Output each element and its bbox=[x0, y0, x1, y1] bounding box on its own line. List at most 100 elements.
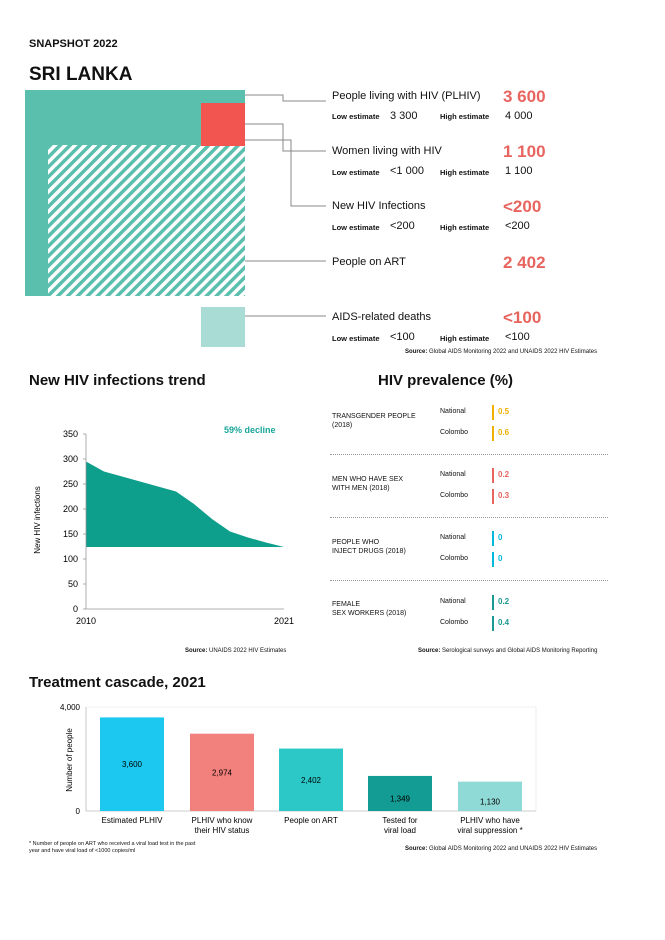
plhiv-low-value: 3 300 bbox=[390, 110, 418, 122]
new-high-value: <200 bbox=[505, 220, 530, 232]
art-hatched-square bbox=[48, 145, 245, 296]
women-low-label: Low estimate bbox=[332, 168, 380, 177]
country-title: SRI LANKA bbox=[29, 64, 133, 85]
trend-xtick-end: 2021 bbox=[274, 616, 294, 626]
deaths-low-label: Low estimate bbox=[332, 334, 380, 343]
women-label: Women living with HIV bbox=[332, 145, 442, 157]
deaths-value: <100 bbox=[503, 308, 542, 327]
plhiv-low-label: Low estimate bbox=[332, 112, 380, 121]
women-low-value: <1 000 bbox=[390, 165, 424, 177]
prevalence-national-label: National bbox=[440, 408, 466, 415]
prevalence-bar-national bbox=[492, 595, 494, 610]
cascade-category-label: PLHIV who know bbox=[192, 816, 253, 825]
prevalence-separator bbox=[330, 517, 608, 518]
women-high-label: High estimate bbox=[440, 168, 490, 177]
cascade-title: Treatment cascade, 2021 bbox=[29, 674, 206, 691]
prevalence-bar-national bbox=[492, 405, 494, 420]
prevalence-category-line1: MEN WHO HAVE SEX bbox=[332, 476, 404, 483]
prevalence-separator bbox=[330, 580, 608, 581]
prevalence-colombo-label: Colombo bbox=[440, 555, 469, 562]
cascade-bar bbox=[368, 775, 432, 811]
prevalence-bar-national bbox=[492, 468, 494, 483]
plhiv-high-label: High estimate bbox=[440, 112, 490, 121]
plhiv-label: People living with HIV (PLHIV) bbox=[332, 90, 481, 102]
art-value: 2 402 bbox=[503, 253, 546, 272]
cascade-source: Source: Global AIDS Monitoring 2022 and … bbox=[405, 846, 598, 852]
prevalence-bar-colombo bbox=[492, 552, 494, 567]
deaths-low-value: <100 bbox=[390, 331, 415, 343]
prevalence-national-value: 0.5 bbox=[498, 407, 510, 416]
new-low-label: Low estimate bbox=[332, 223, 380, 232]
trend-ytick-label: 100 bbox=[63, 554, 78, 564]
prevalence-bar-colombo bbox=[492, 489, 494, 504]
cascade-bar-value-label: 1,349 bbox=[390, 794, 411, 803]
trend-decline-annotation: 59% decline bbox=[224, 425, 276, 435]
cascade-ytick-max: 4,000 bbox=[60, 703, 81, 712]
cascade-ytick-zero: 0 bbox=[76, 807, 81, 816]
prevalence-colombo-value: 0.4 bbox=[498, 618, 510, 627]
plhiv-value: 3 600 bbox=[503, 87, 546, 106]
prevalence-national-value: 0.2 bbox=[498, 597, 510, 606]
cascade-bar bbox=[458, 781, 522, 811]
prevalence-national-label: National bbox=[440, 534, 466, 541]
trend-ytick-label: 300 bbox=[63, 454, 78, 464]
prevalence-bar-national bbox=[492, 531, 494, 546]
new-low-value: <200 bbox=[390, 220, 415, 232]
trend-title: New HIV infections trend bbox=[29, 372, 206, 389]
new-value: <200 bbox=[503, 197, 542, 216]
prevalence-title: HIV prevalence (%) bbox=[378, 372, 514, 389]
cascade-bar-value-label: 1,130 bbox=[480, 797, 501, 806]
trend-xtick-start: 2010 bbox=[76, 616, 96, 626]
prevalence-category-line2: INJECT DRUGS (2018) bbox=[332, 548, 406, 555]
deaths-high-value: <100 bbox=[505, 331, 530, 343]
cascade-footnote: * Number of people on ART who received a… bbox=[29, 841, 196, 854]
cascade-bar bbox=[100, 717, 164, 811]
prevalence-category-line2: SEX WORKERS (2018) bbox=[332, 610, 407, 617]
trend-ytick-label: 50 bbox=[68, 579, 78, 589]
prevalence-source: Source: Serological surveys and Global A… bbox=[418, 648, 598, 654]
prevalence-category-line2: WITH MEN (2018) bbox=[332, 485, 390, 492]
plhiv-high-value: 4 000 bbox=[505, 110, 533, 122]
prevalence-separator bbox=[330, 454, 608, 455]
art-label: People on ART bbox=[332, 256, 406, 268]
trend-ytick-label: 350 bbox=[63, 429, 78, 439]
prevalence-colombo-value: 0 bbox=[498, 554, 503, 563]
trend-area-series bbox=[86, 461, 284, 547]
snapshot-label: SNAPSHOT 2022 bbox=[29, 38, 118, 50]
deaths-high-label: High estimate bbox=[440, 334, 490, 343]
new-high-label: High estimate bbox=[440, 223, 490, 232]
prevalence-category-line1: PEOPLE WHO bbox=[332, 539, 380, 546]
trend-ytick-label: 150 bbox=[63, 529, 78, 539]
trend-source: Source: UNAIDS 2022 HIV Estimates bbox=[185, 648, 287, 654]
trend-ytick-label: 250 bbox=[63, 479, 78, 489]
prevalence-national-label: National bbox=[440, 598, 466, 605]
cascade-category-label: their HIV status bbox=[195, 826, 250, 835]
cascade-bar-value-label: 2,402 bbox=[301, 776, 322, 785]
prevalence-category-line1: TRANSGENDER PEOPLE bbox=[332, 413, 416, 420]
women-value: 1 100 bbox=[503, 142, 546, 161]
cascade-bar-value-label: 3,600 bbox=[122, 760, 143, 769]
prevalence-colombo-label: Colombo bbox=[440, 619, 469, 626]
prevalence-bar-colombo bbox=[492, 426, 494, 441]
summary-graphic bbox=[25, 90, 326, 347]
prevalence-national-value: 0 bbox=[498, 533, 503, 542]
prevalence-colombo-label: Colombo bbox=[440, 429, 469, 436]
prevalence-bar-colombo bbox=[492, 616, 494, 631]
trend-chart: 350 300 250 200 150 100 50 0 2010 2021 New HIV … bbox=[33, 429, 294, 626]
cascade-bar-value-label: 2,974 bbox=[212, 768, 233, 777]
cascade-category-label: People on ART bbox=[284, 816, 338, 825]
connector-lines bbox=[245, 94, 326, 317]
cascade-category-label: PLHIV who have bbox=[460, 816, 520, 825]
cascade-bar bbox=[190, 733, 254, 811]
cascade-chart: 4,000 0 Number of people 3,600 2,974 2,402… bbox=[60, 703, 537, 835]
cascade-category-label: Estimated PLHIV bbox=[102, 816, 164, 825]
prevalence-colombo-value: 0.6 bbox=[498, 428, 510, 437]
prevalence-colombo-value: 0.3 bbox=[498, 491, 510, 500]
prevalence-national-value: 0.2 bbox=[498, 470, 510, 479]
cascade-ylabel: Number of people bbox=[65, 728, 74, 792]
prevalence-category-line2: (2018) bbox=[332, 422, 353, 429]
trend-ytick-label: 0 bbox=[73, 604, 78, 614]
cascade-category-label: viral load bbox=[384, 826, 416, 835]
cascade-category-label: viral suppression * bbox=[457, 826, 522, 835]
prevalence-colombo-label: Colombo bbox=[440, 492, 469, 499]
